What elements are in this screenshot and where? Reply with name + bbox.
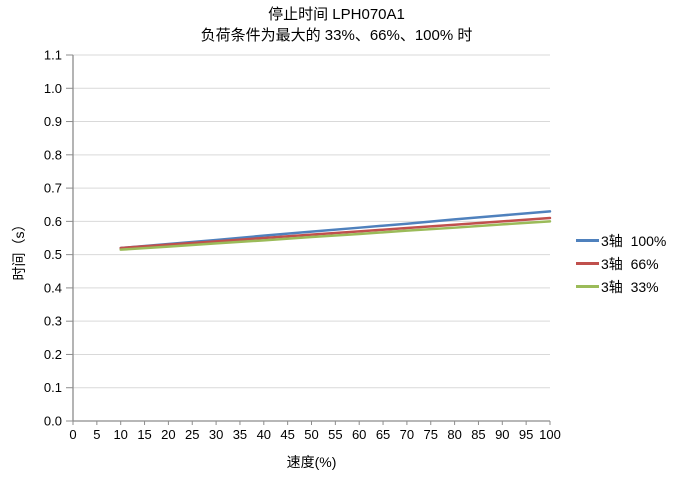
x-tick-label: 70 bbox=[400, 427, 414, 442]
x-tick-label: 90 bbox=[495, 427, 509, 442]
legend-line-swatch-icon bbox=[576, 239, 599, 242]
x-tick-label: 25 bbox=[185, 427, 199, 442]
x-tick-label: 30 bbox=[209, 427, 223, 442]
series-line bbox=[119, 220, 552, 251]
y-tick-label: 0.3 bbox=[44, 314, 62, 329]
y-tick-label: 0.9 bbox=[44, 114, 62, 129]
x-axis-title: 速度(%) bbox=[286, 454, 337, 470]
legend-label: 3轴 66% bbox=[601, 255, 659, 272]
y-tick-label: 1.0 bbox=[44, 81, 62, 96]
x-tick-label: 50 bbox=[304, 427, 318, 442]
y-tick-label: 0.7 bbox=[44, 181, 62, 196]
legend-label: 3轴 100% bbox=[601, 232, 667, 249]
x-tick-label: 20 bbox=[161, 427, 175, 442]
legend-line-swatch-icon bbox=[576, 285, 599, 288]
x-tick-label: 100 bbox=[539, 427, 561, 442]
series-line bbox=[119, 216, 552, 250]
x-tick-label: 40 bbox=[257, 427, 271, 442]
x-tick-label: 15 bbox=[137, 427, 151, 442]
y-tick-label: 0.2 bbox=[44, 347, 62, 362]
legend: 3轴 100% 3轴 66% 3轴 33% bbox=[576, 229, 666, 298]
x-tick-label: 10 bbox=[113, 427, 127, 442]
y-tick-label: 0.1 bbox=[44, 380, 62, 395]
legend-item: 3轴 33% bbox=[576, 275, 666, 298]
y-tick-label: 0.0 bbox=[44, 414, 62, 429]
y-tick-label: 0.8 bbox=[44, 147, 62, 162]
legend-item: 3轴 100% bbox=[576, 229, 666, 252]
x-tick-label: 60 bbox=[352, 427, 366, 442]
y-tick-label: 0.5 bbox=[44, 247, 62, 262]
legend-item: 3轴 66% bbox=[576, 252, 666, 275]
x-tick-label: 0 bbox=[69, 427, 76, 442]
chart-title: 停止时间 LPH070A1 bbox=[268, 6, 405, 23]
y-tick-label: 0.4 bbox=[44, 280, 62, 295]
x-tick-label: 35 bbox=[233, 427, 247, 442]
x-tick-label: 85 bbox=[471, 427, 485, 442]
x-tick-label: 45 bbox=[280, 427, 294, 442]
x-tick-label: 5 bbox=[93, 427, 100, 442]
x-tick-label: 95 bbox=[519, 427, 533, 442]
chart-subtitle: 负荷条件为最大的 33%、66%、100% 时 bbox=[200, 27, 473, 44]
x-tick-label: 65 bbox=[376, 427, 390, 442]
legend-label: 3轴 33% bbox=[601, 278, 659, 295]
y-axis-title: 时间（s） bbox=[11, 217, 27, 281]
x-tick-label: 80 bbox=[447, 427, 461, 442]
legend-line-swatch-icon bbox=[576, 262, 599, 265]
x-tick-label: 75 bbox=[424, 427, 438, 442]
y-tick-label: 0.6 bbox=[44, 214, 62, 229]
x-tick-label: 55 bbox=[328, 427, 342, 442]
y-tick-label: 1.1 bbox=[44, 48, 62, 63]
